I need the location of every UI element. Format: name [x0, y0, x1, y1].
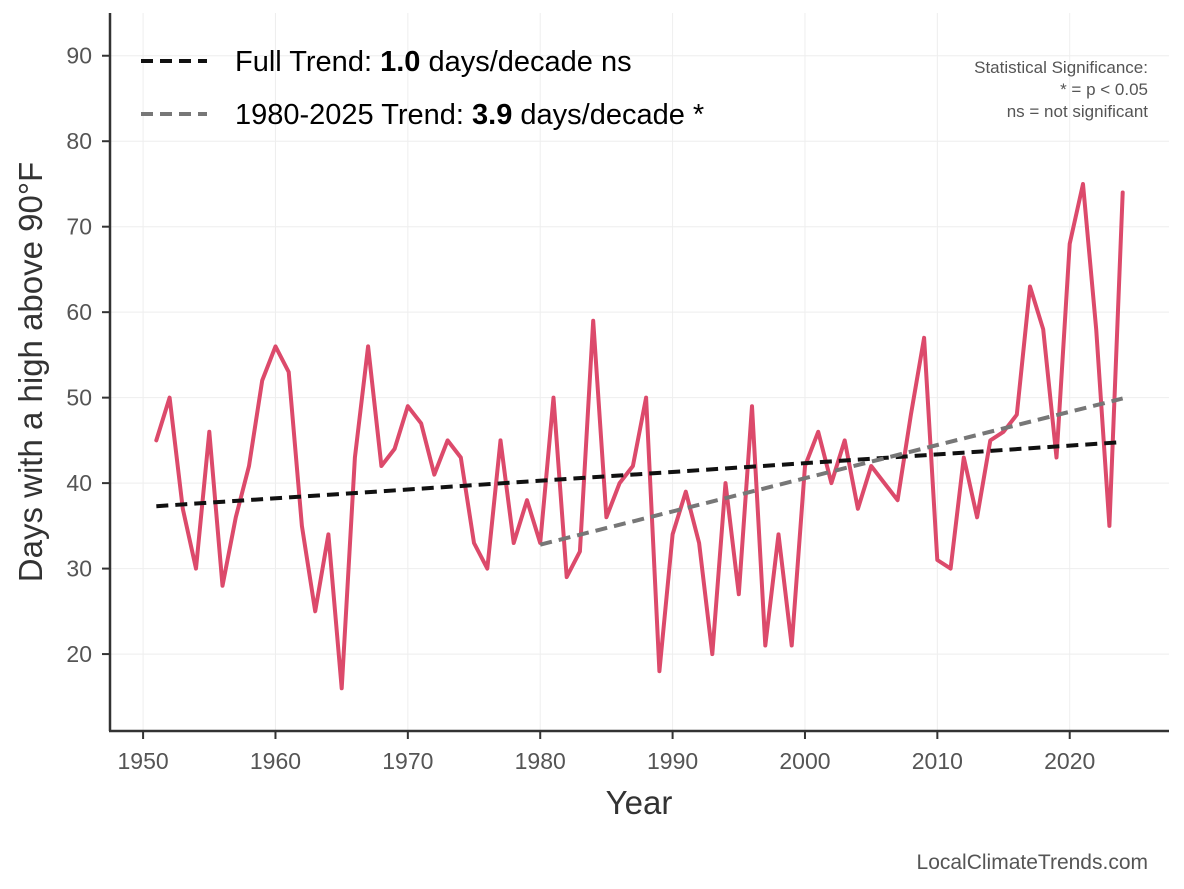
x-axis-title: Year	[606, 784, 673, 821]
full-trend-line	[156, 440, 1123, 509]
x-tick-label: 1950	[118, 748, 169, 774]
legend-value-recent-trend: 3.9	[472, 99, 512, 131]
legend-label-recent-trend: 1980-2025 Trend:	[235, 99, 464, 131]
x-tick-label: 2000	[779, 748, 830, 774]
y-tick-label: 80	[66, 128, 92, 154]
x-tick-label: 1980	[515, 748, 566, 774]
y-tick-label: 90	[66, 43, 92, 69]
x-tick-label: 2010	[912, 748, 963, 774]
trend-lines	[156, 396, 1124, 547]
axes	[108, 13, 1169, 733]
y-tick-label: 40	[66, 470, 92, 496]
x-tick-label: 2020	[1044, 748, 1095, 774]
recent-trend-line	[539, 396, 1124, 547]
legend-entry-full-trend: Full Trend: 1.0 days/decade ns	[235, 46, 632, 78]
gridlines	[110, 13, 1169, 731]
y-axis-title: Days with a high above 90°F	[12, 162, 49, 582]
y-tick-label: 60	[66, 299, 92, 325]
credit-text: LocalClimateTrends.com	[917, 851, 1148, 874]
y-tick-label: 70	[66, 214, 92, 240]
legend: Full Trend: 1.0 days/decade ns 1980-2025…	[141, 46, 704, 131]
x-tick-label: 1970	[382, 748, 433, 774]
y-tick-label: 30	[66, 556, 92, 582]
y-tick-label: 50	[66, 385, 92, 411]
legend-value-full-trend: 1.0	[380, 46, 420, 78]
x-tick-label: 1990	[647, 748, 698, 774]
y-tick-label: 20	[66, 641, 92, 667]
y-axis-ticks: 20 30 40 50 60 70 80 90	[66, 43, 110, 667]
significance-line-2: ns = not significant	[1007, 102, 1149, 121]
data-series	[154, 182, 1125, 691]
x-axis-ticks: 1950 1960 1970 1980 1990 2000 2010 2020	[118, 731, 1095, 774]
x-tick-label: 1960	[250, 748, 301, 774]
legend-entry-recent-trend: 1980-2025 Trend: 3.9 days/decade *	[235, 99, 704, 131]
series-line	[154, 182, 1125, 691]
significance-note: Statistical Significance: * = p < 0.05 n…	[974, 58, 1148, 121]
significance-title: Statistical Significance:	[974, 58, 1148, 77]
significance-line-1: * = p < 0.05	[1060, 80, 1148, 99]
legend-label-full-trend: Full Trend:	[235, 46, 372, 78]
legend-suffix-recent-trend: days/decade *	[520, 99, 704, 131]
legend-suffix-full-trend: days/decade ns	[428, 46, 631, 78]
